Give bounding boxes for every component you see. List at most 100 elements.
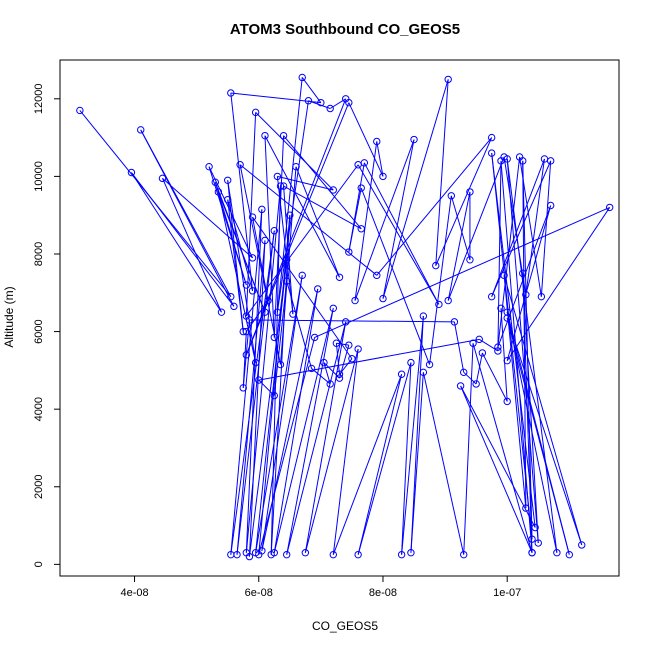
- series-segment: [354, 141, 378, 301]
- y-tick-label: 6000: [33, 319, 45, 343]
- data-point: [279, 131, 288, 140]
- series-segment: [304, 348, 359, 553]
- series-segment: [255, 275, 303, 553]
- series-segment: [252, 216, 353, 360]
- data-point: [345, 98, 353, 107]
- data-point: [248, 254, 257, 262]
- data-point: [497, 304, 505, 313]
- series-segment: [230, 92, 321, 104]
- series-segment: [357, 164, 440, 305]
- data-point: [304, 97, 313, 105]
- series-segment: [308, 100, 331, 109]
- series-segment: [435, 137, 493, 266]
- series-segment: [261, 288, 319, 551]
- series-segment: [503, 156, 527, 295]
- data-point: [214, 188, 223, 196]
- series-segment: [230, 230, 275, 555]
- data-point: [503, 308, 511, 316]
- series-segment: [491, 153, 536, 528]
- series-segment: [460, 385, 533, 553]
- series-segment: [335, 343, 340, 375]
- data-point: [605, 203, 614, 212]
- series-segment: [242, 319, 250, 388]
- series-segment: [273, 281, 288, 396]
- data-point: [528, 549, 536, 557]
- data-point: [224, 176, 232, 184]
- data-point: [348, 355, 356, 363]
- data-point: [245, 316, 254, 324]
- y-tick-label: 12000: [33, 84, 45, 115]
- data-point: [307, 364, 316, 373]
- data-point: [450, 318, 459, 326]
- data-point: [351, 296, 359, 305]
- series-segment: [245, 186, 281, 553]
- data-point: [360, 159, 369, 167]
- data-point: [261, 308, 269, 316]
- data-point: [239, 384, 247, 392]
- series-segment: [248, 259, 288, 557]
- data-point: [248, 287, 257, 295]
- series-segment: [447, 156, 505, 301]
- data-point: [487, 133, 496, 142]
- data-point: [329, 304, 337, 313]
- series-segment: [497, 160, 502, 351]
- series-segment: [500, 308, 508, 402]
- series-segment: [500, 160, 533, 553]
- data-point: [472, 380, 480, 388]
- series-segment: [506, 158, 539, 544]
- data-point: [286, 211, 294, 219]
- series-segment: [463, 371, 477, 385]
- data-point: [283, 256, 291, 264]
- x-tick-label: 4e-08: [120, 587, 148, 599]
- series-segment: [162, 178, 222, 313]
- series-segment: [140, 129, 235, 307]
- data-point: [444, 75, 452, 84]
- x-tick-label: 6e-08: [245, 587, 273, 599]
- data-point: [276, 182, 285, 190]
- series-segment: [336, 342, 349, 346]
- series-segment: [463, 343, 474, 555]
- series-segment: [270, 186, 281, 555]
- data-point: [466, 256, 474, 264]
- data-point: [425, 360, 434, 369]
- data-point: [137, 126, 145, 134]
- series-segment: [491, 158, 545, 297]
- series-segment: [348, 187, 362, 253]
- data-point: [298, 73, 306, 82]
- data-point: [373, 137, 381, 146]
- data-point: [227, 292, 235, 301]
- series-segment: [540, 160, 552, 297]
- data-point: [469, 339, 477, 347]
- data-point: [478, 349, 487, 357]
- data-point: [242, 327, 251, 336]
- data-point: [258, 547, 266, 555]
- series-segment: [283, 135, 362, 230]
- data-point: [270, 333, 278, 342]
- data-point: [407, 358, 415, 367]
- data-point: [419, 312, 428, 320]
- data-point: [537, 292, 546, 301]
- y-tick-label: 0: [33, 561, 45, 567]
- y-axis: 0 2000 4000 6000 8000 10000 12000: [33, 84, 61, 567]
- data-point: [345, 248, 353, 256]
- series-segment: [258, 337, 316, 555]
- data-point: [258, 205, 266, 214]
- data-point: [519, 157, 527, 165]
- series-segment: [323, 362, 331, 385]
- series-segment: [255, 112, 334, 191]
- data-point: [310, 333, 319, 342]
- series-segment: [382, 79, 449, 299]
- series-segment: [273, 308, 334, 553]
- data-point: [578, 541, 586, 549]
- series-segment: [354, 139, 415, 301]
- series-segment: [258, 215, 291, 555]
- data-point: [292, 162, 300, 171]
- data-point: [326, 380, 334, 388]
- series-segment: [503, 275, 527, 509]
- series-segment: [258, 338, 480, 381]
- series-segment: [460, 385, 536, 528]
- data-point: [251, 108, 260, 117]
- data-point: [76, 106, 84, 115]
- data-point: [314, 285, 322, 293]
